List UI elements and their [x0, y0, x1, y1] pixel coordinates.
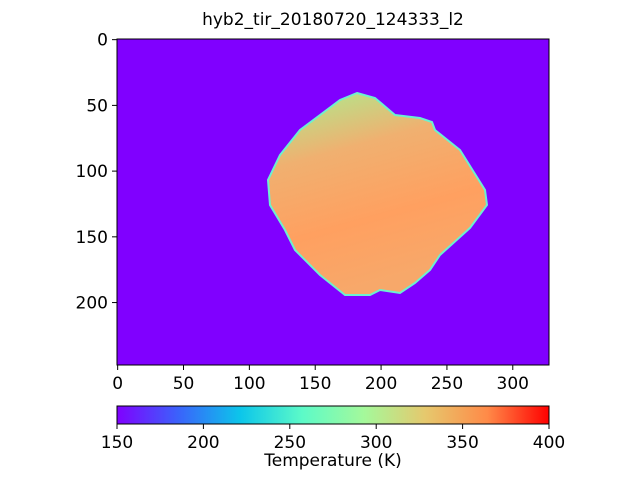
x-tick-label: 300	[497, 374, 529, 394]
x-tick-label: 200	[365, 374, 397, 394]
x-tick-label: 50	[173, 374, 195, 394]
y-tick-label: 200	[76, 294, 108, 314]
chart-title: hyb2_tir_20180720_124333_l2	[202, 10, 464, 30]
x-tick-label: 0	[112, 374, 123, 394]
y-tick-label: 0	[97, 31, 108, 51]
colorbar-tick-label: 150	[101, 433, 133, 453]
y-tick-label: 150	[76, 228, 108, 248]
colorbar-tick-label: 400	[533, 433, 565, 453]
x-tick-label: 150	[299, 374, 331, 394]
colorbar-tick-label: 250	[274, 433, 306, 453]
colorbar-tick-label: 200	[187, 433, 219, 453]
asteroid	[266, 91, 489, 296]
y-tick-label: 50	[86, 96, 108, 116]
x-tick-label: 250	[431, 374, 463, 394]
colorbar	[116, 405, 550, 425]
x-tick-label: 100	[233, 374, 265, 394]
y-tick-label: 100	[76, 162, 108, 182]
colorbar-tick-label: 350	[446, 433, 478, 453]
colorbar-label: Temperature (K)	[263, 451, 402, 471]
colorbar-tick-label: 300	[360, 433, 392, 453]
